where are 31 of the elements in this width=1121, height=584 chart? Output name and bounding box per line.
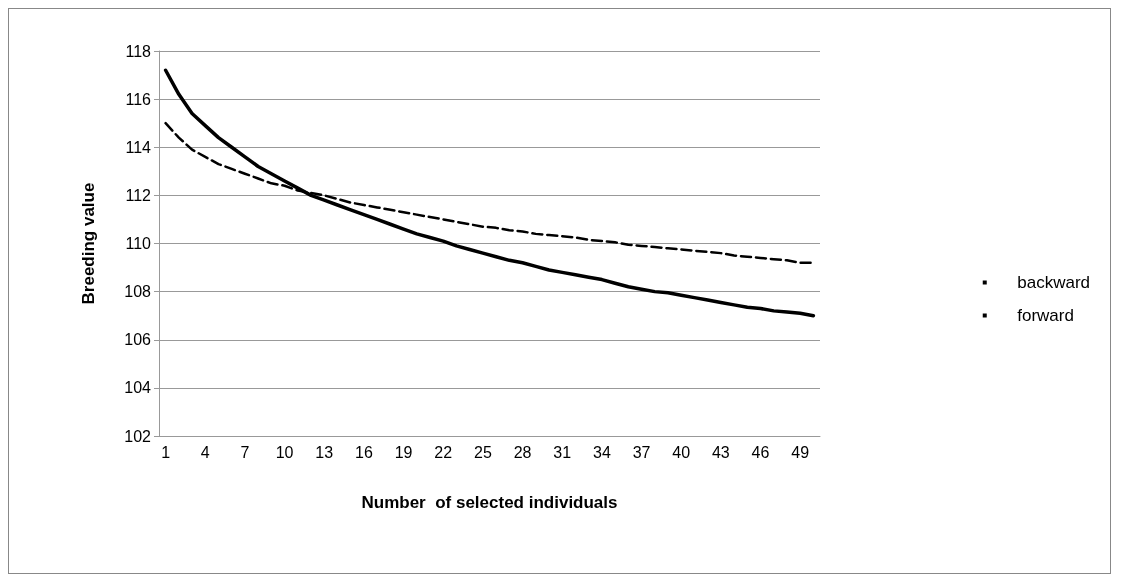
y-tick-label: 106 <box>124 331 152 349</box>
x-tick-label: 43 <box>711 443 730 461</box>
x-tick-label: 16 <box>355 443 373 461</box>
x-tick-label: 37 <box>632 443 651 461</box>
y-tick-label: 110 <box>125 235 152 252</box>
x-axis-title: Number of selected individuals <box>361 493 618 512</box>
x-tick-label: 19 <box>394 443 413 461</box>
legend-label: backward <box>1017 273 1091 292</box>
x-tick-label: 46 <box>751 443 770 461</box>
x-tick-label: 22 <box>434 443 453 461</box>
x-tick-label: 7 <box>240 443 250 461</box>
y-tick-label: 112 <box>125 186 152 204</box>
y-tick-label: 114 <box>125 138 152 156</box>
y-axis-title: Breeding value <box>79 182 98 305</box>
x-tick-label: 49 <box>791 443 810 461</box>
x-tick-label: 25 <box>473 443 492 461</box>
x-tick-label: 31 <box>553 443 572 461</box>
y-tick-label: 118 <box>125 42 152 60</box>
y-tick-label: 104 <box>124 379 152 397</box>
x-tick-label: 4 <box>200 443 210 461</box>
y-tick-label: 116 <box>125 90 152 108</box>
x-tick-label: 34 <box>592 443 611 461</box>
legend-label: forward <box>1017 306 1074 325</box>
y-tick-label: 102 <box>124 427 152 445</box>
x-tick-label: 13 <box>315 443 334 461</box>
x-tick-label: 28 <box>513 443 532 461</box>
x-tick-label: 40 <box>672 443 691 461</box>
x-tick-label: 1 <box>161 443 171 461</box>
y-tick-label: 108 <box>124 283 152 301</box>
line-series <box>163 68 816 318</box>
x-tick-label: 10 <box>275 443 294 461</box>
